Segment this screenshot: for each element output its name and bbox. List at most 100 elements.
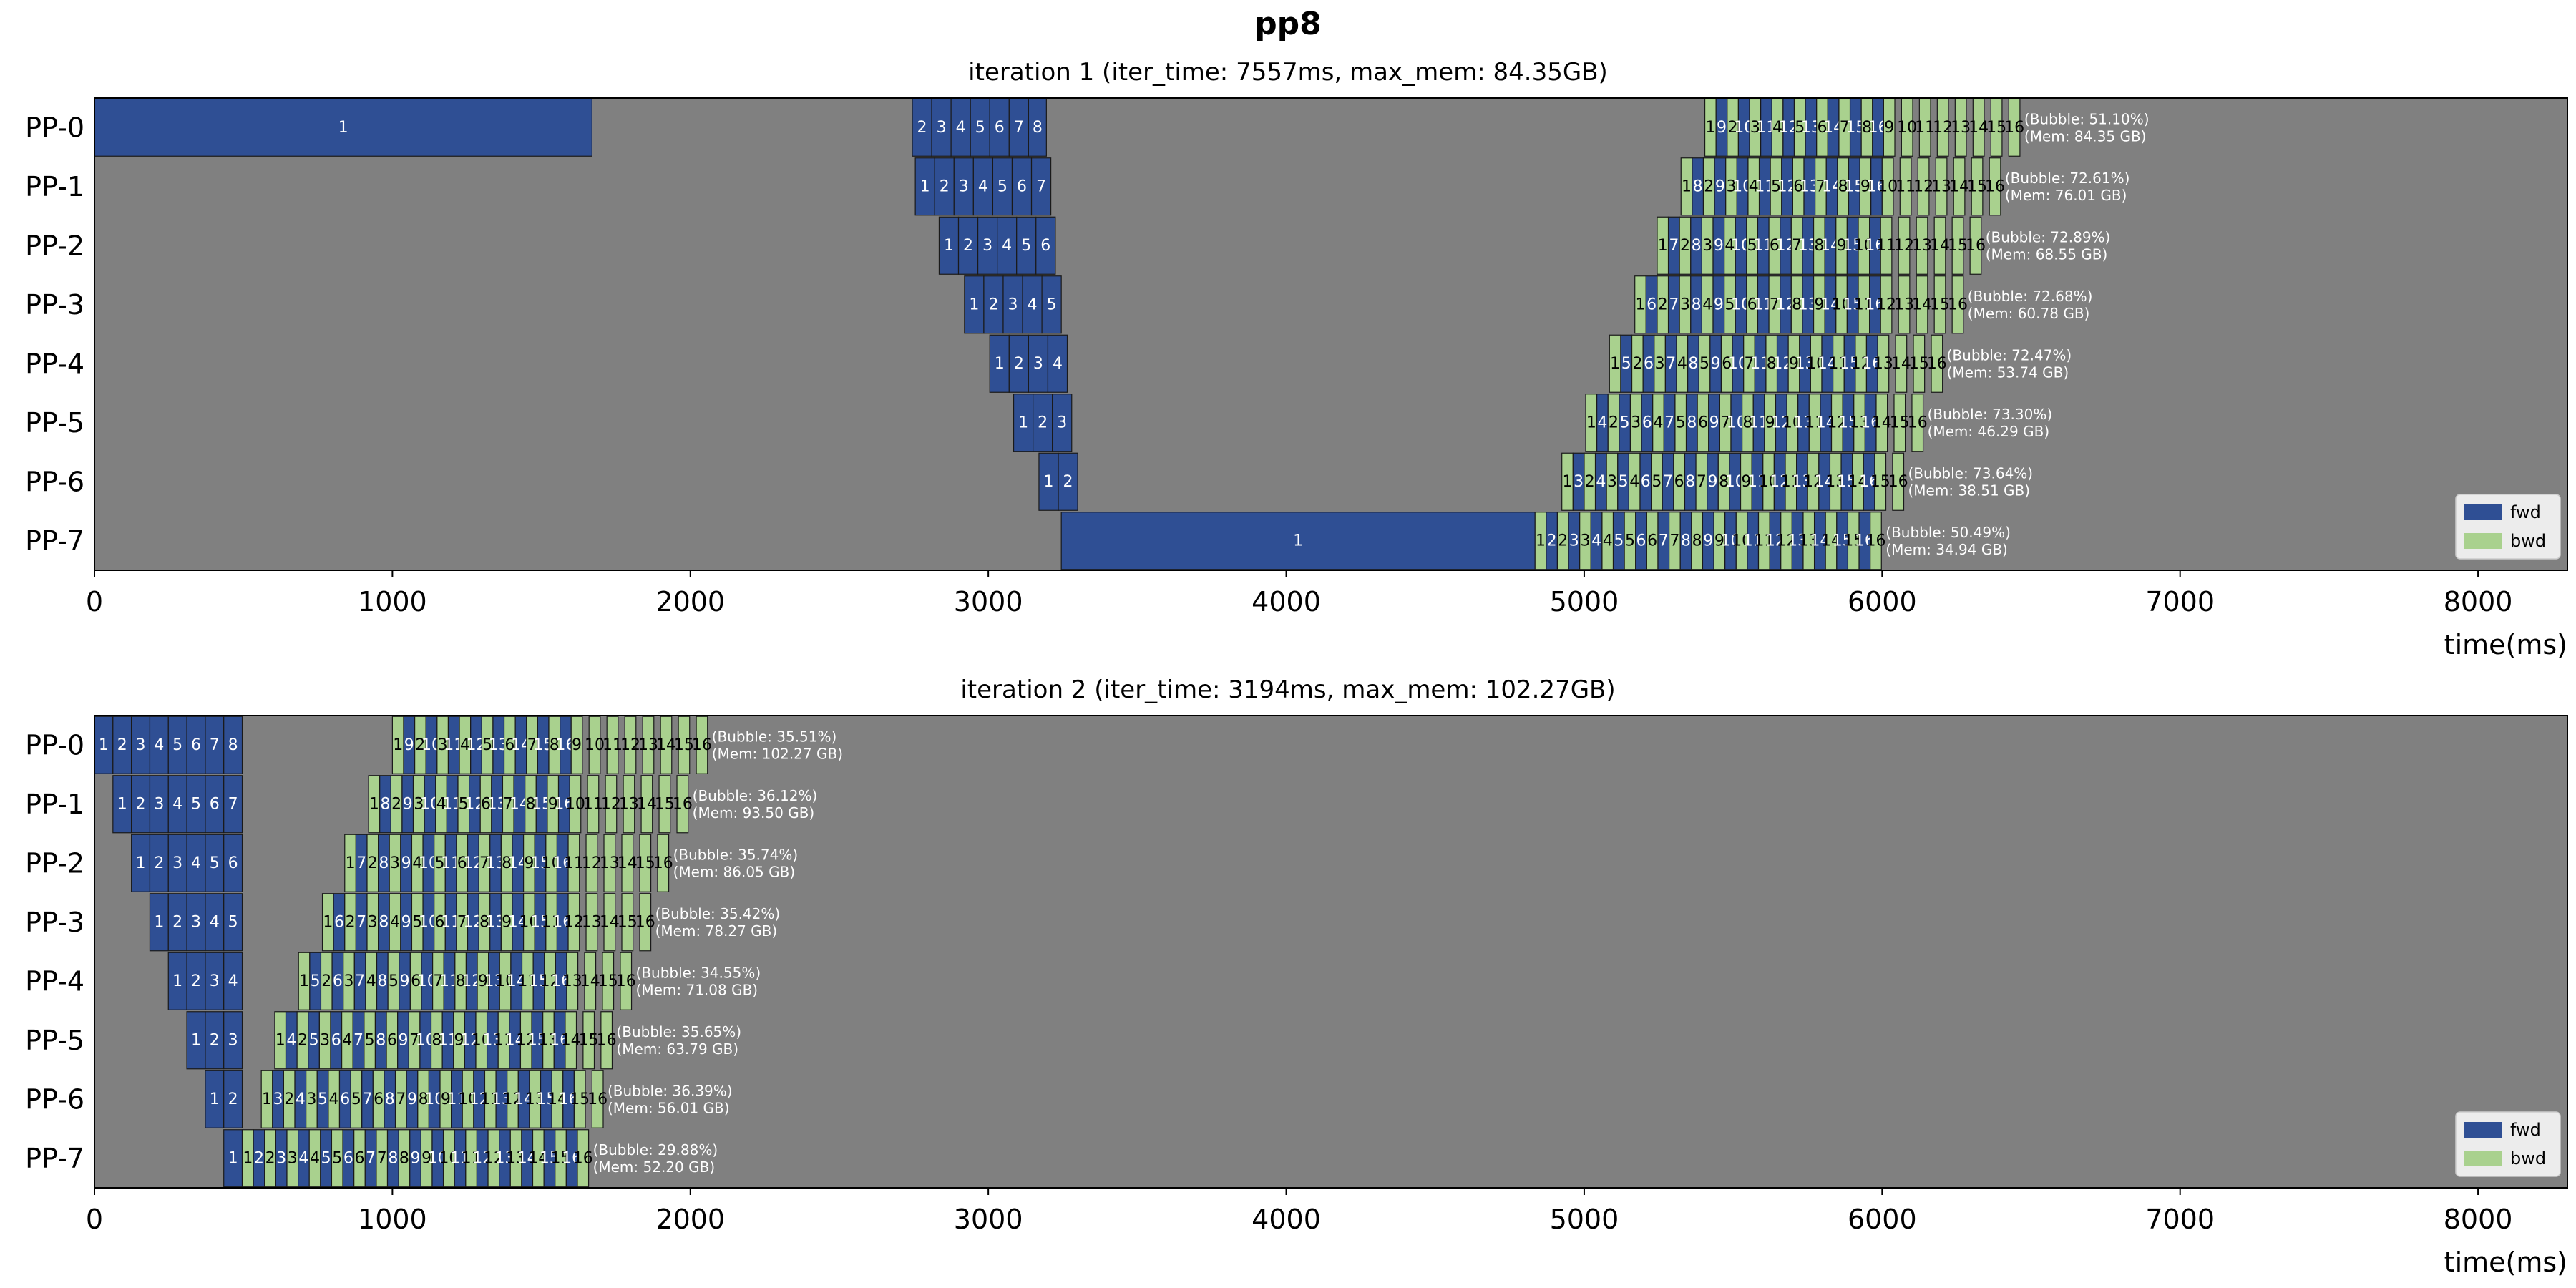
bwd-block-label: 8 [456,972,466,990]
bwd-block [1883,98,1896,157]
fwd-block-label: 8 [1688,355,1698,373]
stage-label: PP-1 [25,171,84,203]
stage-label: PP-2 [25,230,84,261]
fwd-block-label: 2 [117,736,127,754]
bwd-block [1953,157,1966,216]
fwd-block-label: 6 [995,119,1005,137]
fwd-block [1008,98,1029,157]
fwd-block [223,952,243,1010]
fwd-block-label: 8 [379,913,389,931]
stage-label: PP-2 [25,847,84,879]
bwd-block [1874,452,1887,511]
bwd-block-label: 13 [562,972,582,990]
bwd-block-label: 15 [579,1031,599,1049]
x-tick-label: 5000 [1550,586,1619,618]
bwd-block-label: 6 [411,972,421,990]
fwd-block [223,1129,243,1188]
x-tick-label: 8000 [2444,586,2513,618]
fwd-block [997,216,1018,275]
bwd-block-label: 14 [600,913,620,931]
fwd-block-label: 1 [191,1031,201,1049]
bwd-block [657,834,670,892]
bwd-block-label: 2 [368,854,378,872]
fwd-block [205,834,225,892]
fwd-block-label: 2 [1063,473,1073,491]
bwd-block-label: 5 [482,736,492,754]
bubble-annotation: (Bubble: 36.39%) [608,1082,733,1099]
bwd-block-label: 8 [1719,473,1729,491]
bwd-block-label: 4 [310,1149,320,1167]
stage-label: PP-7 [25,1143,84,1174]
bwd-block-label: 8 [1692,532,1702,550]
mem-annotation: (Mem: 93.50 GB) [693,804,815,821]
mem-annotation: (Mem: 78.27 GB) [655,922,778,940]
x-tick-label: 8000 [2444,1204,2513,1235]
bwd-block-label: 5 [1771,177,1781,195]
fwd-block-label: 2 [1014,355,1024,373]
bwd-block-label: 1 [243,1149,253,1167]
bwd-block-label: 11 [1876,237,1896,255]
bwd-block-label: 3 [390,854,400,872]
fwd-block-label: 1 [995,355,1005,373]
bwd-block-label: 4 [366,972,376,990]
bwd-block [1870,512,1882,570]
bubble-annotation: (Bubble: 35.51%) [712,728,837,745]
bwd-block-label: 16 [673,795,693,813]
bwd-block [624,716,637,774]
fwd-block [112,716,132,774]
bwd-block-label: 3 [1631,414,1641,431]
fwd-block [186,952,206,1010]
fwd-block [186,716,206,774]
bwd-block-label: 1 [1610,355,1620,373]
bwd-block-label: 2 [1632,355,1642,373]
bwd-block-label: 4 [460,736,470,754]
bwd-block-label: 13 [1873,355,1893,373]
bwd-block-label: 2 [265,1149,275,1167]
fwd-block-label: 8 [1692,237,1702,255]
fwd-block [223,893,243,952]
fwd-block-label: 3 [1569,532,1579,550]
bwd-block-label: 13 [1912,237,1932,255]
mem-annotation: (Mem: 53.74 GB) [1947,364,2069,381]
bwd-block-label: 8 [419,1091,429,1108]
bwd-block-label: 11 [564,854,584,872]
stage-label: PP-4 [25,348,84,379]
fwd-block-label: 7 [1663,473,1673,491]
bwd-block-label: 4 [1749,177,1759,195]
bwd-block-label: 16 [587,1091,608,1108]
fwd-block-label: 6 [1642,414,1652,431]
fwd-block-label: 5 [210,854,220,872]
fwd-block-label: 2 [191,972,201,990]
bwd-block [587,775,600,834]
stage-label: PP-1 [25,789,84,820]
bwd-block-label: 9 [1741,473,1751,491]
fwd-block [94,98,592,157]
iteration-2-panel: iteration 2 (iter_time: 3194ms, max_mem:… [25,675,2568,1278]
stage-label: PP-6 [25,466,84,497]
fwd-block-label: 5 [1614,532,1624,550]
bwd-block-label: 6 [1674,473,1684,491]
bwd-block-label: 6 [1770,237,1780,255]
bwd-block-label: 16 [1985,177,2005,195]
bwd-block-label: 4 [1702,296,1712,313]
bwd-block-label: 2 [1704,177,1714,195]
fwd-block-label: 9 [1717,119,1727,137]
fwd-block-label: 2 [963,237,973,255]
bwd-block-label: 13 [1951,119,1971,137]
bwd-block [1917,157,1930,216]
bwd-legend-swatch [2464,1151,2502,1166]
bwd-block-label: 7 [1840,119,1850,137]
fwd-block-label: 5 [311,972,321,990]
bwd-block-label: 3 [1655,355,1665,373]
bubble-annotation: (Bubble: 72.89%) [1986,228,2111,245]
bwd-block [623,775,635,834]
fwd-block-label: 1 [1293,532,1303,550]
fwd-block [1047,334,1068,393]
fwd-block-label: 3 [1033,355,1043,373]
bwd-block-label: 8 [431,1031,441,1049]
bubble-annotation: (Bubble: 29.88%) [593,1141,718,1158]
fwd-block-label: 7 [363,1091,373,1108]
fwd-block-label: 5 [975,119,985,137]
fwd-block [1030,157,1052,216]
fwd-block [1016,216,1037,275]
